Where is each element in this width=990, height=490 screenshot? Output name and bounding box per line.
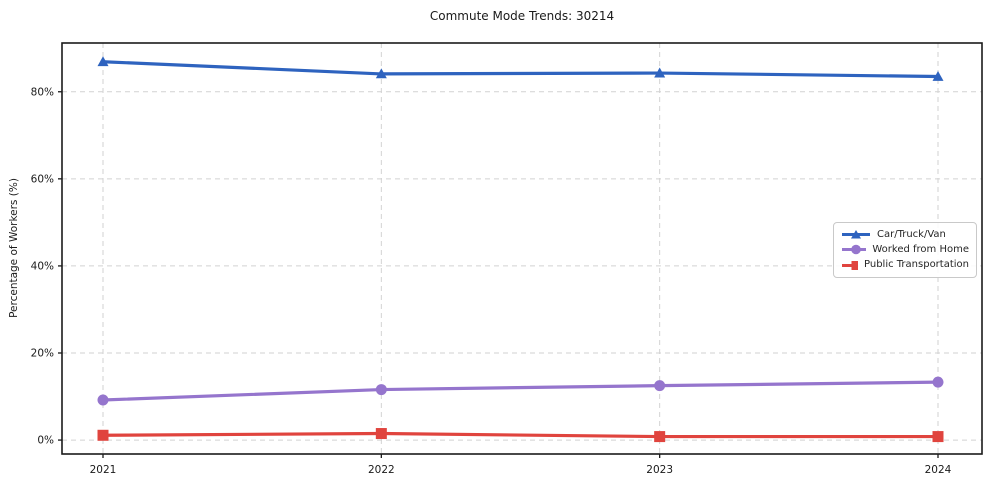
data-point-car-truck-van <box>654 67 666 78</box>
data-point-car-truck-van <box>97 56 109 67</box>
x-tick-label: 2023 <box>646 464 673 476</box>
data-point-car-truck-van <box>932 71 944 81</box>
y-tick-label: 20% <box>31 347 54 359</box>
chart-title: Commute Mode Trends: 30214 <box>429 9 615 23</box>
legend-item: Car/Truck/Van <box>841 228 969 241</box>
series-line-public-transportation <box>102 431 938 439</box>
series-line-car-truck-van <box>102 60 939 79</box>
data-point-public-transportation <box>97 429 109 441</box>
y-tick-label: 40% <box>31 260 54 272</box>
x-tick-label: 2021 <box>90 464 117 476</box>
legend: Car/Truck/Van Worked from Home Public Tran… <box>833 222 977 278</box>
series-line-worked-from-home <box>102 380 939 402</box>
y-tick-label: 80% <box>31 86 54 98</box>
x-tick-label: 2024 <box>925 464 952 476</box>
data-point-public-transportation <box>654 431 666 443</box>
x-tick-label: 2022 <box>368 464 395 476</box>
data-point-worked-from-home <box>932 376 944 388</box>
data-point-worked-from-home <box>375 384 387 396</box>
data-point-worked-from-home <box>97 394 109 406</box>
legend-item: Public Transportation <box>841 259 969 272</box>
legend-marker-square-icon <box>842 260 859 270</box>
legend-label: Car/Truck/Van <box>877 228 946 240</box>
data-point-public-transportation <box>375 428 387 440</box>
legend-label: Worked from Home <box>872 243 969 255</box>
data-point-worked-from-home <box>654 380 666 392</box>
plot-border <box>61 42 983 455</box>
legend-item: Worked from Home <box>841 243 969 256</box>
legend-marker-triangle-icon <box>842 230 870 239</box>
data-point-car-truck-van <box>375 68 387 79</box>
legend-label: Public Transportation <box>864 259 969 271</box>
data-point-public-transportation <box>932 431 944 443</box>
y-tick-label: 60% <box>31 173 54 185</box>
legend-marker-circle-icon <box>842 245 867 255</box>
y-tick-label: 0% <box>37 435 54 447</box>
